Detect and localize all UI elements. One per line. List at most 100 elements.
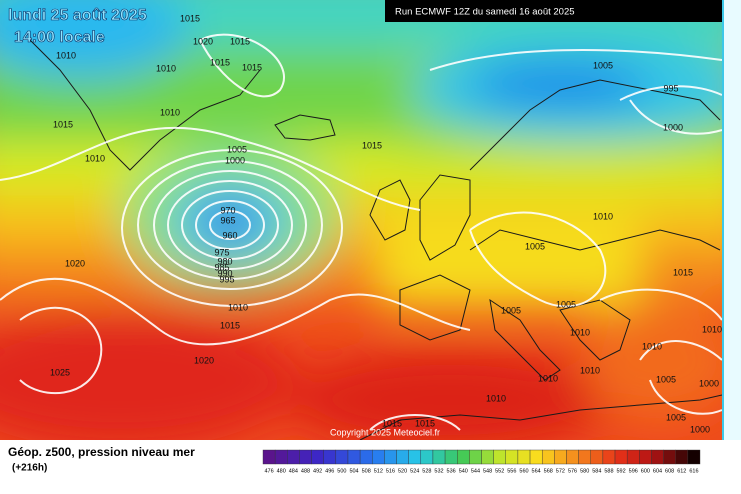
scale-label: 584 (592, 468, 601, 474)
isobar-labels: 1015 1020 1015 1010 1015 1015 1010 1010 1015 1010… (50, 13, 722, 434)
isobar-label: 1005 (556, 299, 576, 309)
isobar-label: 1010 (156, 63, 176, 73)
scale-swatch (274, 449, 288, 465)
isobar-label: 995 (663, 83, 678, 93)
scale-label: 604 (653, 468, 662, 474)
scale-swatch (469, 449, 482, 465)
isobar-label: 960 (222, 230, 237, 240)
isobar-label: 1015 (53, 119, 73, 129)
scale-label: 488 (301, 468, 310, 474)
scale-label: 600 (641, 468, 650, 474)
isobar-label: 1010 (538, 373, 558, 383)
scale-swatch (444, 449, 458, 465)
isobar-label: 1005 (525, 241, 545, 251)
scale-swatch (287, 449, 300, 465)
isobar-label: 1010 (56, 50, 76, 60)
scale-swatch (347, 449, 361, 465)
scale-label: 552 (495, 468, 504, 474)
scale-swatch (626, 449, 640, 465)
scale-label: 496 (325, 468, 334, 474)
lead-time: (+216h) (12, 463, 47, 474)
scale-label: 572 (556, 468, 565, 474)
isobar-label: 965 (220, 215, 235, 225)
right-border (722, 0, 741, 440)
scale-label: 480 (277, 468, 286, 474)
legend-panel (0, 440, 741, 489)
run-info: Run ECMWF 12Z du samedi 16 août 2025 (395, 7, 575, 18)
scale-swatch (554, 449, 567, 465)
scale-label: 592 (617, 468, 626, 474)
scale-swatch (457, 449, 470, 465)
isobar-label: 995 (219, 274, 234, 284)
scale-label: 492 (313, 468, 322, 474)
scale-label: 504 (349, 468, 358, 474)
isobars (0, 33, 723, 431)
isobar-label: 1005 (501, 305, 521, 315)
isobar-label: 970 (220, 205, 235, 215)
scale-label: 544 (471, 468, 480, 474)
scale-label: 556 (507, 468, 516, 474)
isobar-label: 990 (217, 268, 232, 278)
scale-label: 616 (689, 468, 698, 474)
scale-swatch (323, 449, 337, 465)
isobar-label: 1000 (225, 155, 245, 165)
scale-swatch (408, 449, 422, 465)
scale-label: 484 (289, 468, 298, 474)
isobar-label: 1005 (656, 374, 676, 384)
run-box (385, 0, 722, 22)
scale-swatch (590, 449, 604, 465)
isobar-label: 1015 (415, 418, 435, 428)
scale-label: 512 (374, 468, 383, 474)
isobar-label: 1015 (242, 62, 262, 72)
scale-label: 580 (580, 468, 589, 474)
isobar-label: 1015 (382, 418, 402, 428)
scale-swatch (335, 449, 349, 465)
isobar-label: 1015 (362, 140, 382, 150)
scale-swatch (517, 449, 531, 465)
isobar-label: 1020 (194, 355, 214, 365)
isobar-label: 1015 (180, 13, 200, 23)
scale-swatch (432, 449, 446, 465)
scale-label: 540 (459, 468, 468, 474)
scale-swatch (262, 449, 276, 465)
isobar-label: 1015 (210, 57, 230, 67)
isobar-label: 1010 (702, 324, 722, 334)
scale-swatch (663, 449, 676, 465)
isobar-label: 1010 (160, 107, 180, 117)
scale-swatch (493, 449, 506, 465)
isobar-label: 1020 (193, 36, 213, 46)
scale-swatch (651, 449, 664, 465)
scale-swatch (614, 449, 628, 465)
scale-label: 536 (447, 468, 456, 474)
isobar-label: 1010 (486, 393, 506, 403)
scale-swatch (566, 449, 579, 465)
scale-label: 500 (337, 468, 346, 474)
isobar-label: 1010 (642, 341, 662, 351)
scale-swatch (384, 449, 397, 465)
scale-label: 516 (386, 468, 395, 474)
scale-swatch (311, 449, 324, 465)
isobar-label: 1015 (220, 320, 240, 330)
isobar-label: 1025 (50, 367, 70, 377)
scale-swatch (372, 449, 385, 465)
scale-label: 548 (483, 468, 492, 474)
scale-swatch (675, 449, 689, 465)
scale-swatch (687, 449, 701, 465)
scale-label: 560 (519, 468, 528, 474)
scale-swatch (420, 449, 434, 465)
scale-swatch (505, 449, 519, 465)
scale-swatch (396, 449, 409, 465)
scale-swatch (541, 449, 555, 465)
isobar-label: 985 (214, 262, 229, 272)
scale-label: 576 (568, 468, 577, 474)
isobar-label: 1010 (85, 153, 105, 163)
forecast-date: lundi 25 août 2025 (8, 7, 147, 24)
scale-label: 568 (544, 468, 553, 474)
isobar-label: 1005 (593, 60, 613, 70)
isobar-label: 1000 (699, 378, 719, 388)
copyright: Copyright 2025 Meteociel.fr (330, 427, 440, 437)
scale-label: 612 (677, 468, 686, 474)
scale-label: 524 (410, 468, 419, 474)
scale-label: 596 (629, 468, 638, 474)
